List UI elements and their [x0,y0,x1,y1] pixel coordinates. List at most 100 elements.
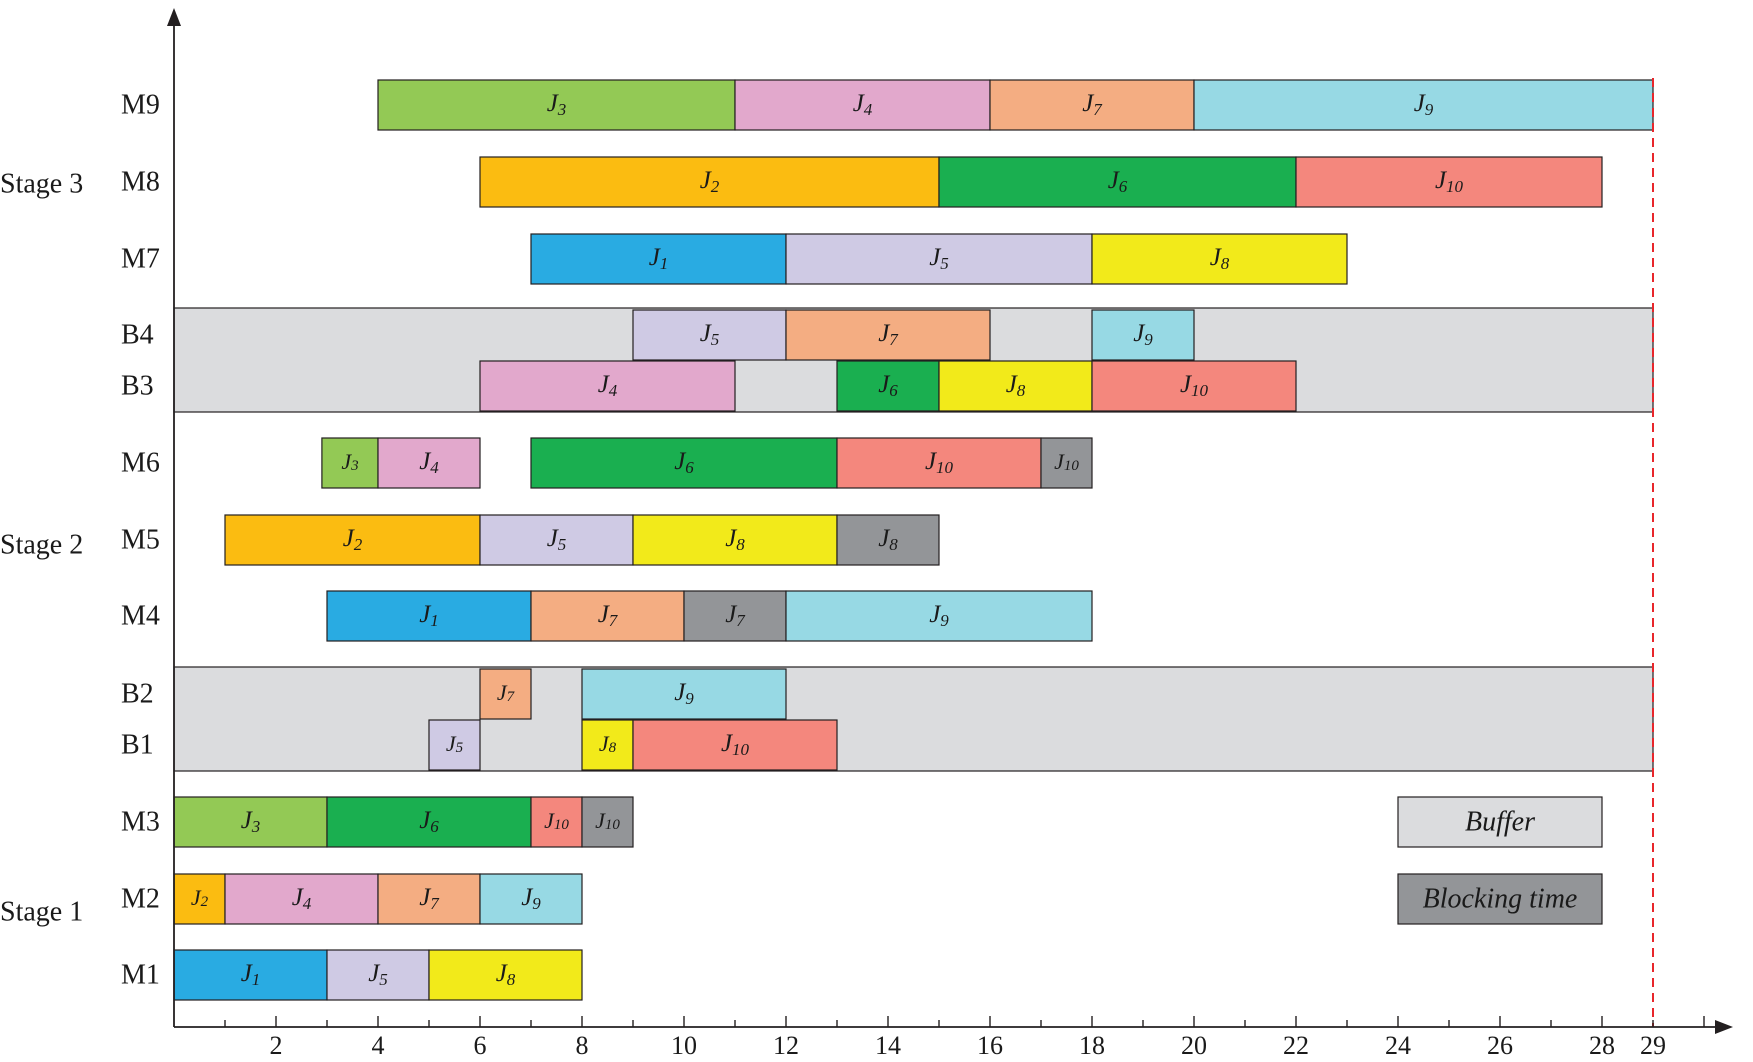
task-label: J5 [700,320,720,349]
task-rect [989,79,1195,131]
tick-label-16: 16 [977,1031,1003,1060]
task-bar-b2-j9: J9 [581,668,787,720]
task-rect [581,668,787,720]
task-rect [836,437,1042,489]
row-label-m8: M8 [121,167,160,198]
task-label: J7 [497,680,516,706]
task-bar-m6-j3: J3 [321,437,379,489]
task-bar-b4-j5: J5 [632,309,787,361]
task-label: J6 [419,807,439,836]
task-bar-m3-blocking-j10: J10 [581,796,634,848]
task-label: J8 [1006,371,1026,400]
legend-item-buffer: Buffer [1397,796,1603,848]
task-bar-m9-j7: J7 [989,79,1195,131]
task-bar-m2-j9: J9 [479,873,583,925]
x-axis-arrow [1715,1020,1733,1034]
task-rect [479,514,634,566]
task-label: J2 [191,885,209,911]
task-bar-m3-j10: J10 [530,796,583,848]
task-label: J7 [878,320,899,349]
task-bar-m1-j1: J1 [173,949,328,1001]
task-label: J10 [595,808,620,834]
task-label: J5 [368,960,388,989]
task-bar-m7-j5: J5 [785,233,1093,285]
row-label-m4: M4 [121,601,160,632]
task-bar-m4-blocking-j7: J7 [683,590,787,642]
task-label: J6 [878,371,898,400]
row-label-b2: B2 [121,679,154,710]
tick-label-8: 8 [576,1031,589,1060]
task-rect [173,949,328,1001]
task-bar-b2-j7: J7 [479,668,532,720]
task-label: J9 [1414,90,1434,119]
axes [167,8,1733,1034]
task-bar-b4-j9: J9 [1091,309,1195,361]
task-bar-m4-j9: J9 [785,590,1093,642]
task-rect [377,437,481,489]
task-bars: J3 J4 J7 J9 J2 J6 J10 J1 J5 J8 J5 J7 J9 J4 J6 J8 J10 J3 J4… [173,79,1654,1001]
task-bar-m8-j10: J10 [1295,156,1603,208]
task-bar-m5-j5: J5 [479,514,634,566]
task-bar-m8-j6: J6 [938,156,1297,208]
legend-label: Blocking time [1423,884,1578,915]
task-label: J4 [292,884,312,913]
task-bar-m6-blocking-j10: J10 [1040,437,1093,489]
buffer-region-2 [173,666,1654,772]
row-labels: M9 M8 M7 B4 B3 M6 M5 M4 B2 B1 M3 M2 M1 [121,90,160,991]
task-label: J4 [598,371,618,400]
task-rect [632,719,838,771]
x-ticks: 2 4 6 8 10 12 14 16 18 20 22 24 26 28 29 [224,1016,1705,1060]
tick-label-20: 20 [1181,1031,1207,1060]
task-bar-m3-j6: J6 [326,796,532,848]
tick-label-28: 28 [1589,1031,1615,1060]
task-rect [377,873,481,925]
stage-label-stage-3: Stage 3 [0,169,83,200]
row-label-b3: B3 [121,371,154,402]
task-label: J10 [1180,371,1209,400]
row-label-b1: B1 [121,730,154,761]
y-axis-arrow [167,8,181,26]
task-rect [428,949,583,1001]
task-label: J8 [878,525,898,554]
task-label: J9 [929,601,949,630]
tick-label-18: 18 [1079,1031,1105,1060]
row-label-m1: M1 [121,960,160,991]
task-bar-m2-j7: J7 [377,873,481,925]
task-bar-b1-j10: J10 [632,719,838,771]
task-label: J10 [1435,167,1464,196]
task-label: J7 [725,601,746,630]
task-rect [326,590,532,642]
task-bar-b4-j7: J7 [785,309,991,361]
task-bar-b1-j5: J5 [428,719,481,771]
tick-label-12: 12 [773,1031,799,1060]
task-label: J9 [1133,320,1153,349]
task-rect [479,156,940,208]
task-label: J6 [1108,167,1128,196]
tick-label-24: 24 [1385,1031,1411,1060]
tick-label-26: 26 [1487,1031,1513,1060]
stage-labels: Stage 3 Stage 2 Stage 1 [0,169,83,928]
task-rect [479,360,736,412]
task-label: J9 [674,679,694,708]
task-rect [1091,360,1297,412]
task-label: J5 [929,244,949,273]
task-bar-m2-j2: J2 [173,873,226,925]
task-bar-m7-j8: J8 [1091,233,1348,285]
task-label: J2 [700,167,720,196]
task-bar-m2-j4: J4 [224,873,379,925]
task-bar-m6-j4: J4 [377,437,481,489]
task-label: J3 [341,449,358,475]
task-rect [938,156,1297,208]
task-rect [581,719,634,771]
task-label: J5 [446,731,464,757]
task-rect [938,360,1093,412]
task-rect [224,514,481,566]
row-label-m6: M6 [121,448,160,479]
task-rect [1193,79,1654,131]
tick-label-22: 22 [1283,1031,1309,1060]
task-rect [836,360,940,412]
tick-label-4: 4 [372,1031,385,1060]
row-label-m7: M7 [121,244,160,275]
task-bar-m9-j3: J3 [377,79,736,131]
task-label: J8 [725,525,745,554]
